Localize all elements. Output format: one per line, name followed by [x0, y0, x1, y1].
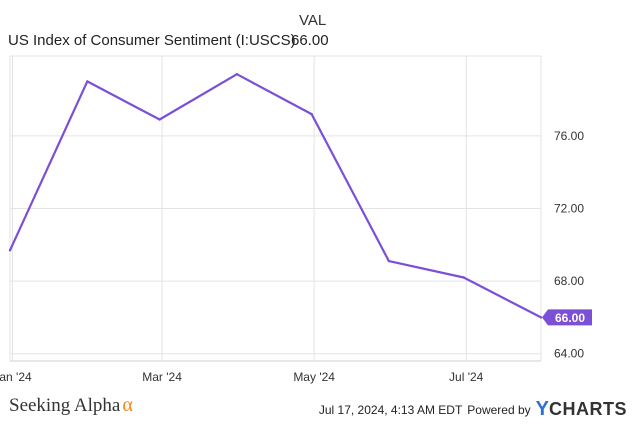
- data-point: [462, 276, 465, 279]
- legend-series-name: US Index of Consumer Sentiment (I:USCS): [8, 32, 296, 49]
- series-line: [8, 73, 543, 319]
- seeking-alpha-logo: Seeking Alpha α: [9, 394, 133, 417]
- legend-header: VAL: [299, 12, 327, 29]
- x-tick-label: Mar '24: [142, 370, 182, 384]
- data-point: [86, 80, 89, 83]
- legend-series-value: 66.00: [291, 32, 329, 49]
- footer-timestamp: Jul 17, 2024, 4:13 AM EDT: [318, 402, 463, 417]
- footer-attribution: Jul 17, 2024, 4:13 AM EDT Powered by Y CH…: [319, 398, 627, 421]
- seeking-alpha-text: Seeking Alpha: [9, 395, 121, 416]
- ycharts-logo-icon: Y: [535, 398, 549, 420]
- y-tick-label: 68.00: [554, 274, 584, 288]
- ycharts-logo-text: CHARTS: [549, 399, 627, 419]
- data-point: [158, 118, 161, 121]
- x-tick-label: Jul '24: [449, 370, 484, 384]
- data-point: [539, 316, 543, 319]
- x-tick-label: Jan '24: [0, 370, 32, 384]
- y-tick-label: 64.00: [554, 347, 584, 361]
- data-point: [310, 112, 313, 116]
- data-point: [8, 249, 12, 252]
- y-tick-label: 76.00: [554, 129, 584, 143]
- last-value-badge: [542, 309, 592, 326]
- y-tick-label: 72.00: [554, 202, 584, 216]
- last-value-label: 66.00: [555, 311, 585, 325]
- line-chart: 64.00 68.00 72.00 76.00 Jan '24 Mar '24 May '2…: [0, 55, 592, 384]
- axes: 64.00 68.00 72.00 76.00 Jan '24 Mar '24 May '2…: [0, 129, 584, 384]
- alpha-logo-icon: α: [122, 394, 133, 416]
- grid: [9, 55, 542, 362]
- x-tick-label: May '24: [293, 370, 335, 384]
- data-point: [387, 259, 391, 263]
- data-point: [235, 72, 239, 76]
- series-layer: [8, 72, 543, 319]
- value-badge-layer: 66.00: [542, 309, 592, 326]
- footer-powered-by: Powered by: [467, 402, 531, 417]
